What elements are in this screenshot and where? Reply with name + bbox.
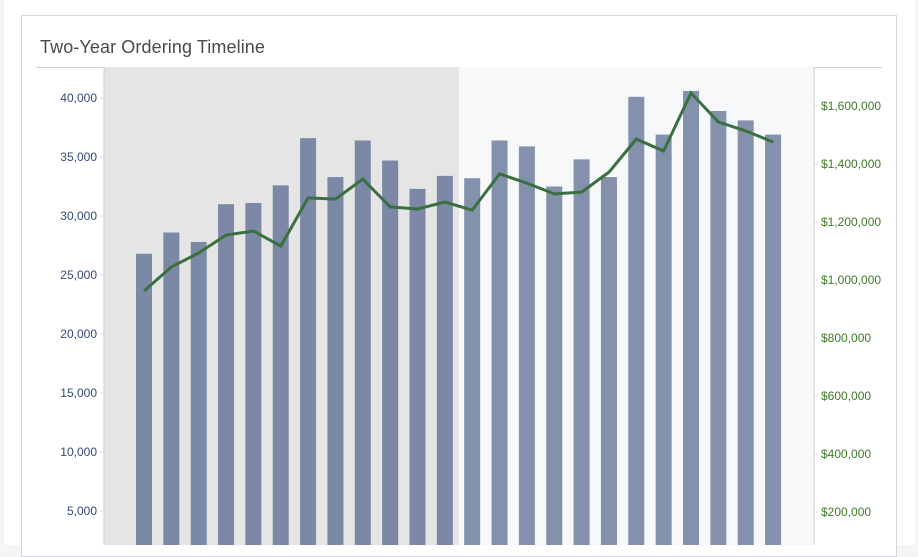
bar-orders[interactable]	[710, 110, 727, 545]
bar-orders[interactable]	[245, 203, 262, 545]
bar-orders[interactable]	[272, 185, 289, 545]
right-axis-label: $400,000	[821, 447, 871, 461]
bar-orders[interactable]	[546, 186, 563, 546]
bar-orders[interactable]	[409, 188, 426, 545]
bar-orders[interactable]	[600, 177, 617, 545]
bar-orders[interactable]	[655, 134, 672, 545]
bar-orders[interactable]	[300, 138, 317, 545]
bar-orders[interactable]	[464, 178, 481, 545]
left-axis-label: 5,000	[67, 504, 97, 518]
bar-orders[interactable]	[518, 146, 535, 545]
bar-orders[interactable]	[218, 204, 235, 545]
bar-orders[interactable]	[765, 134, 782, 545]
order-value-line[interactable]	[143, 90, 774, 293]
right-axis-label: $1,000,000	[821, 273, 881, 287]
right-axis-label: $800,000	[821, 331, 871, 345]
left-axis-label: 20,000	[60, 327, 97, 341]
left-axis-label: 30,000	[60, 209, 97, 223]
bar-orders[interactable]	[737, 120, 754, 545]
chart-canvas: 5,000 10,000 15,000 20,000 25,000 30,000 35,00…	[60, 67, 881, 546]
right-axis-label: $200,000	[821, 505, 871, 519]
bar-orders[interactable]	[354, 140, 371, 545]
bar-orders[interactable]	[136, 253, 152, 545]
right-axis-label: $1,200,000	[821, 215, 881, 229]
bar-orders[interactable]	[327, 177, 344, 545]
chart-title: Two-Year Ordering Timeline	[40, 37, 266, 57]
left-axis-label: 25,000	[60, 268, 97, 282]
right-axis-label: $1,400,000	[821, 157, 881, 171]
bar-orders[interactable]	[683, 90, 699, 545]
bar-orders[interactable]	[163, 232, 180, 545]
bar-orders[interactable]	[190, 241, 207, 545]
left-axis-label: 10,000	[60, 445, 97, 459]
left-axis-label: 15,000	[60, 386, 97, 400]
right-axis-label: $600,000	[821, 389, 871, 403]
left-axis-label: 35,000	[60, 150, 97, 164]
bar-orders[interactable]	[573, 159, 590, 545]
right-axis-label: $1,600,000	[821, 99, 881, 113]
left-axis-label: 40,000	[60, 91, 97, 105]
bar-orders[interactable]	[628, 96, 645, 545]
bar-orders[interactable]	[382, 160, 399, 545]
bar-orders[interactable]	[436, 175, 453, 545]
bar-orders[interactable]	[491, 140, 508, 545]
